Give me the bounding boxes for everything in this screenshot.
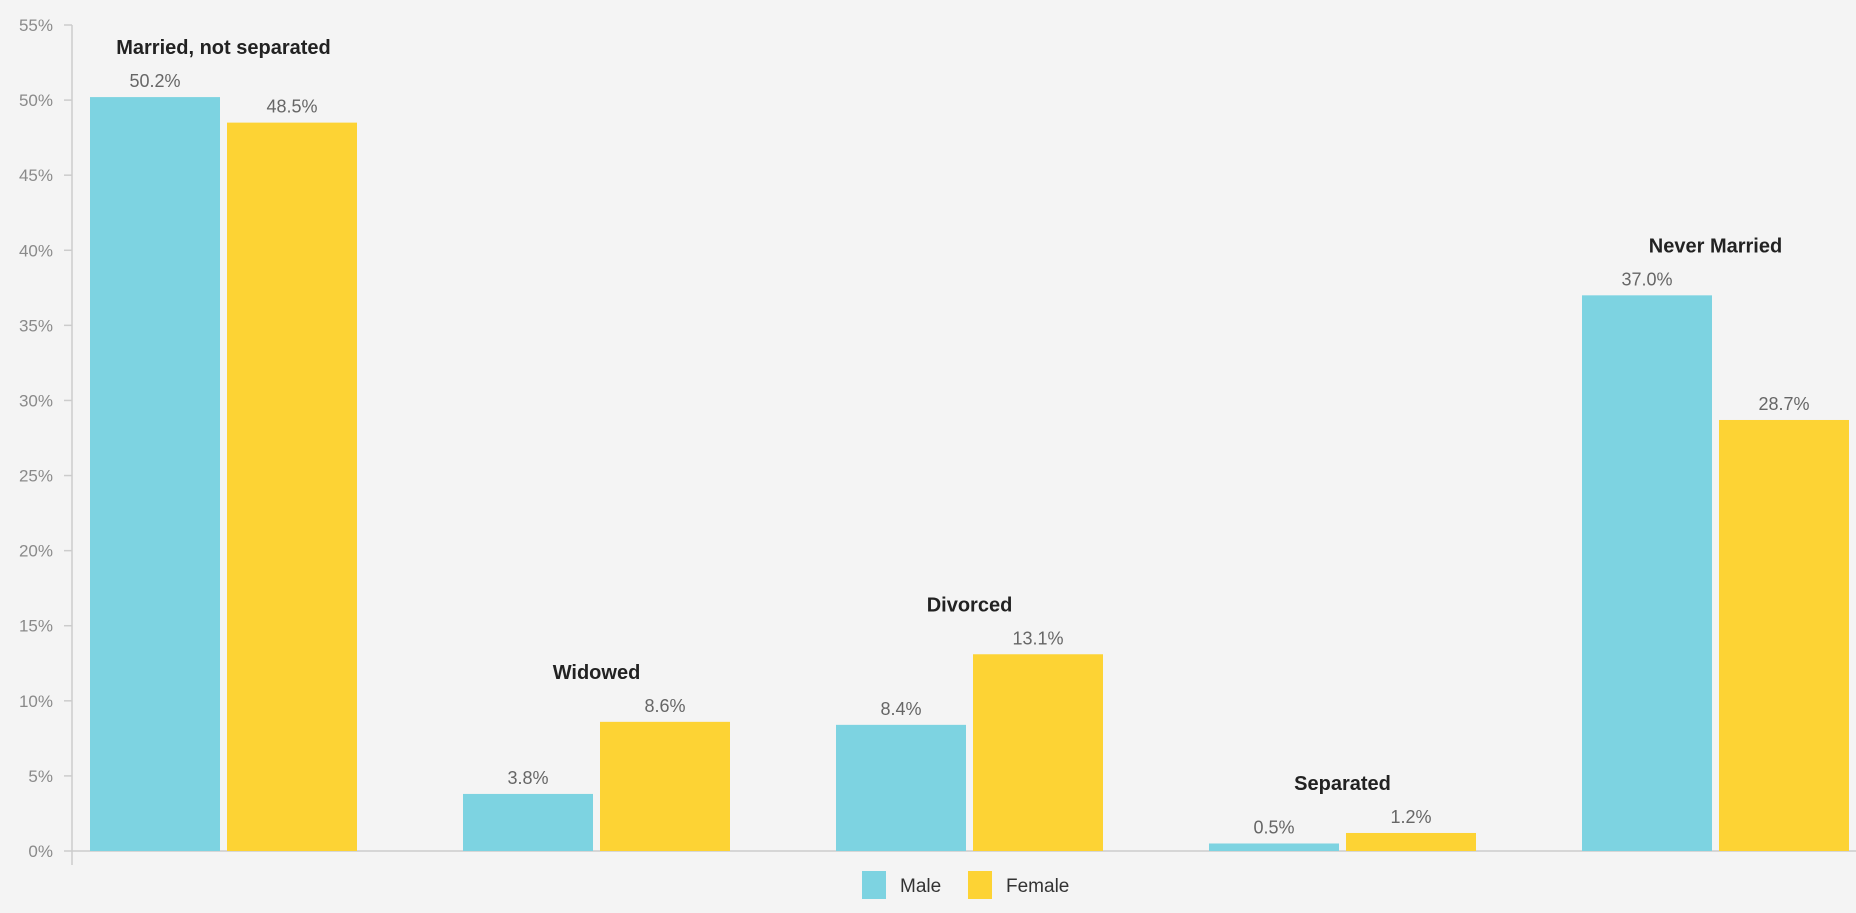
legend-label-female: Female bbox=[1006, 876, 1069, 897]
bar-male-1 bbox=[90, 97, 220, 851]
value-label: 0.5% bbox=[1253, 817, 1294, 837]
value-label: 50.2% bbox=[129, 71, 180, 91]
y-tick-label: 45% bbox=[19, 166, 53, 185]
bar-male-4 bbox=[1209, 843, 1339, 851]
value-label: 28.7% bbox=[1758, 394, 1809, 414]
category-label: Widowed bbox=[553, 662, 641, 684]
bar-female-3 bbox=[973, 654, 1103, 851]
category-label: Married, not separated bbox=[116, 37, 331, 59]
bar-male-2 bbox=[463, 793, 593, 851]
bar-female-1 bbox=[227, 122, 357, 852]
bar-female-5 bbox=[1719, 419, 1849, 851]
legend-swatch-female bbox=[968, 871, 992, 899]
bar-female-2 bbox=[600, 721, 730, 851]
bars-layer bbox=[90, 97, 1849, 852]
y-tick-label: 35% bbox=[19, 316, 53, 335]
y-tick-label: 55% bbox=[19, 16, 53, 35]
y-tick-label: 5% bbox=[28, 767, 53, 786]
y-tick-label: 0% bbox=[28, 842, 53, 861]
bar-female-4 bbox=[1346, 832, 1476, 851]
value-label: 1.2% bbox=[1390, 807, 1431, 827]
value-label: 48.5% bbox=[266, 97, 317, 117]
bar-male-3 bbox=[836, 724, 966, 851]
bar-male-5 bbox=[1582, 295, 1712, 851]
legend-label-male: Male bbox=[900, 876, 941, 897]
value-label: 3.8% bbox=[507, 768, 548, 788]
labels-layer: 50.2% 48.5% Married, not separated 3.8% 8.6%… bbox=[116, 37, 1809, 837]
y-tick-label: 20% bbox=[19, 542, 53, 561]
legend-swatch-male bbox=[862, 871, 886, 899]
value-label: 8.4% bbox=[880, 699, 921, 719]
y-tick-label: 25% bbox=[19, 467, 53, 486]
y-tick-label: 50% bbox=[19, 91, 53, 110]
value-label: 37.0% bbox=[1621, 269, 1672, 289]
y-tick-label: 40% bbox=[19, 241, 53, 260]
value-label: 13.1% bbox=[1012, 628, 1063, 648]
y-tick-label: 15% bbox=[19, 617, 53, 636]
category-label: Separated bbox=[1294, 773, 1391, 795]
legend: Male Female bbox=[862, 871, 1069, 899]
category-label: Divorced bbox=[927, 594, 1013, 616]
y-tick-label: 30% bbox=[19, 391, 53, 410]
y-axis: 0% 5% 10% 15% 20% 25% 30% 35% 40% 45% 50% 55% bbox=[19, 16, 1856, 865]
value-label: 8.6% bbox=[644, 696, 685, 716]
category-label: Never Married bbox=[1649, 235, 1782, 257]
y-tick-label: 10% bbox=[19, 692, 53, 711]
